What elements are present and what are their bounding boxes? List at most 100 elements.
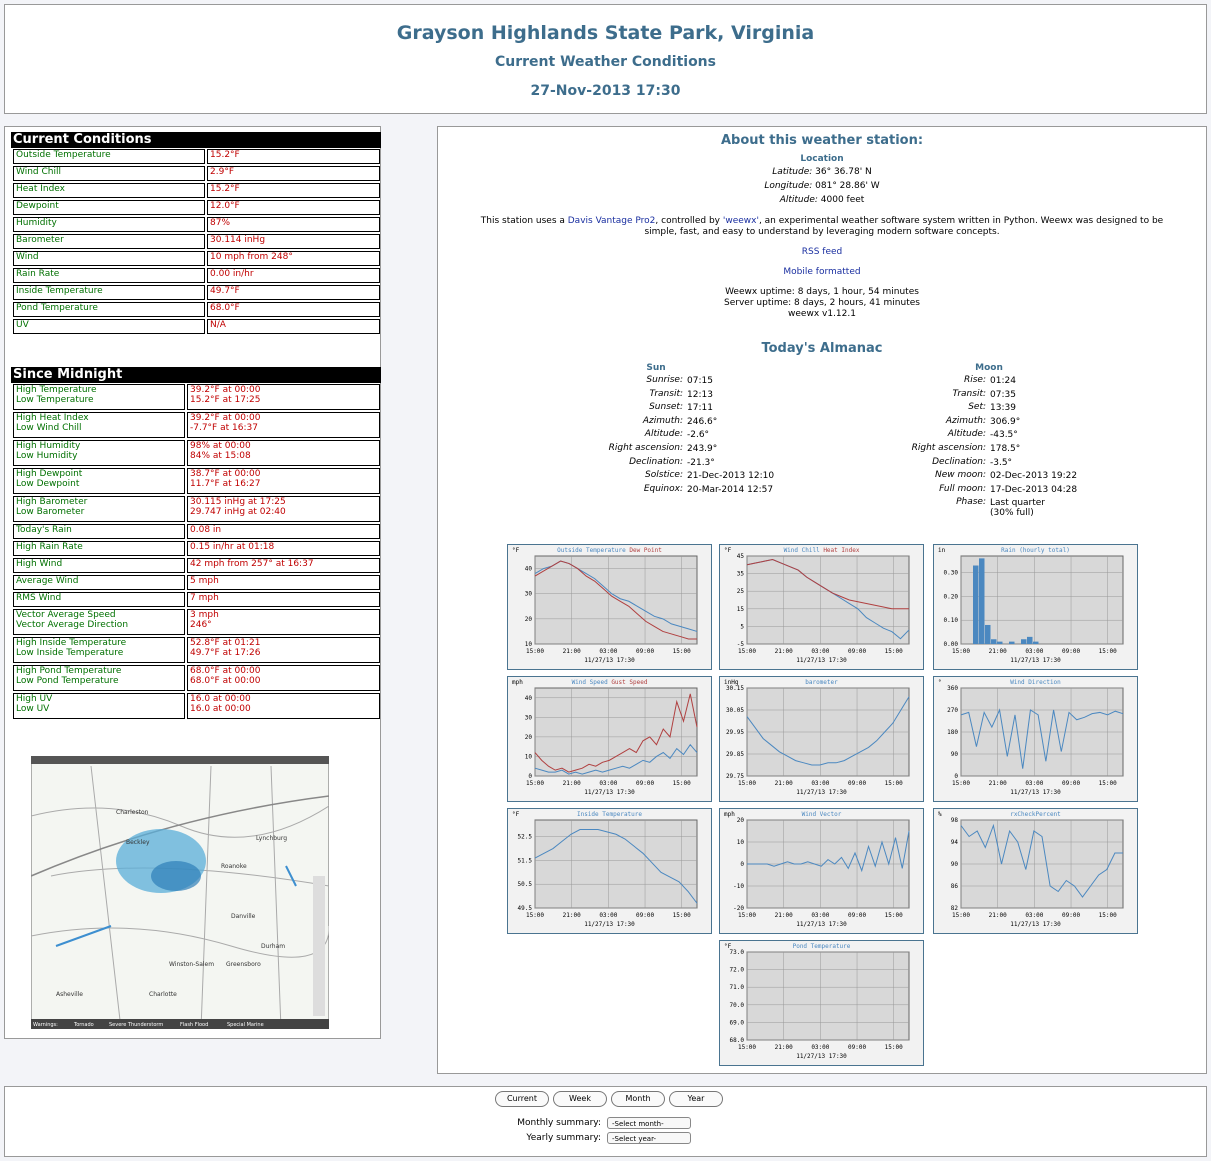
label: Altitude: <box>779 195 818 205</box>
year-select[interactable]: -Select year- <box>607 1132 691 1144</box>
labels: Today's Rain <box>13 524 185 539</box>
value: 0.15 in/hr at 01:18 <box>190 542 275 552</box>
x-tick-label: 03:00 <box>1025 780 1043 787</box>
value: 21-Dec-2013 12:10 <box>687 471 775 482</box>
almanac-label: Full moon: <box>939 483 986 494</box>
y-tick-label: 50.5 <box>518 881 533 888</box>
value: -43.5° <box>990 430 1018 441</box>
value: 98% at 00:00 <box>190 441 251 451</box>
x-tick-label: 09:00 <box>636 648 654 655</box>
label: Low Wind Chill <box>16 423 82 433</box>
values: 98% at 00:00 84% at 15:08 <box>187 440 380 466</box>
x-tick-label: 03:00 <box>599 912 617 919</box>
y-tick-label: 0 <box>528 773 532 780</box>
row: UV N/A <box>13 319 380 334</box>
label: High Humidity <box>16 441 81 451</box>
value: 39.2°F at 00:00 <box>190 413 261 423</box>
value: 0.08 in <box>190 525 222 535</box>
x-tick-label: 21:00 <box>775 912 793 919</box>
label: Heat Index <box>13 183 205 198</box>
radar-map: Beckley Charleston Roanoke Lynchburg Winston… <box>31 756 329 1029</box>
text: , an experimental weather software syste… <box>644 216 1164 237</box>
values: 16.0 at 00:00 16.0 at 00:00 <box>187 693 380 719</box>
values: 52.8°F at 01:21 49.7°F at 17:26 <box>187 637 380 663</box>
nav-button[interactable]: Current <box>495 1091 549 1107</box>
almanac-label: Right ascension: <box>911 443 986 453</box>
label: Low Barometer <box>16 507 85 517</box>
row: High Dewpoint Low Dewpoint 38.7°F at 00:00… <box>13 468 380 494</box>
value: 0.00 in/hr <box>207 268 380 283</box>
y-tick-label: 30 <box>525 714 533 721</box>
label: Monthly summary: <box>517 1118 601 1128</box>
row: Vector Average Speed Vector Average Direc… <box>13 609 380 635</box>
y-tick-label: 15 <box>737 606 745 613</box>
x-tick-label: 09:00 <box>848 912 866 919</box>
plot-title: Inside Temperature <box>577 811 642 818</box>
link[interactable]: Davis Vantage Pro2 <box>567 216 656 226</box>
link[interactable]: 'weewx' <box>722 216 759 226</box>
nav-button[interactable]: Month <box>611 1091 665 1107</box>
value: 02-Dec-2013 19:22 <box>990 471 1078 482</box>
x-tick-label: 21:00 <box>989 780 1007 787</box>
label: RMS Wind <box>16 593 62 603</box>
y-tick-label: 68.0 <box>730 1037 745 1044</box>
x-label: 11/27/13 17:30 <box>1010 789 1061 796</box>
x-tick-label: 03:00 <box>811 780 829 787</box>
value: 07:35 <box>990 389 1016 400</box>
y-tick-label: 270 <box>947 707 958 714</box>
y-tick-label: 29.75 <box>726 773 744 780</box>
legend-item: Special Marine <box>227 1022 264 1028</box>
y-tick-label: 0 <box>954 773 958 780</box>
labels: High Dewpoint Low Dewpoint <box>13 468 185 494</box>
label: Dewpoint <box>13 200 205 215</box>
plot-title: Rain (hourly total) <box>1001 547 1070 554</box>
values: 3 mph 246° <box>187 609 380 635</box>
label: High Temperature <box>16 385 97 395</box>
series-line <box>960 708 1124 769</box>
bar <box>1021 639 1027 644</box>
nav-button[interactable]: Week <box>553 1091 607 1107</box>
label: Latitude: <box>772 167 813 177</box>
series-line <box>534 829 698 904</box>
label: High Heat Index <box>16 413 89 423</box>
row: Heat Index 15.2°F <box>13 183 380 198</box>
x-tick-label: 03:00 <box>599 780 617 787</box>
values: 0.15 in/hr at 01:18 <box>187 541 380 556</box>
x-tick-label: 15:00 <box>1099 780 1117 787</box>
label: Low UV <box>16 704 50 714</box>
label: Rain Rate <box>13 268 205 283</box>
x-tick-label: 15:00 <box>738 912 756 919</box>
value: 30.114 inHg <box>207 234 380 249</box>
row: Pond Temperature 68.0°F <box>13 302 380 317</box>
plot: °F Inside Temperature 49.5 50.5 51.5 52.5 15:0… <box>507 808 712 934</box>
plot: °F Wind Chill Heat Index -5 5 15 25 35 45 15:00 2… <box>719 544 924 670</box>
uptime: Weewx uptime: 8 days, 1 hour, 54 minutes… <box>438 287 1206 320</box>
value: 87% <box>207 217 380 232</box>
bar <box>1027 636 1033 644</box>
values: 38.7°F at 00:00 11.7°F at 16:27 <box>187 468 380 494</box>
rss-link[interactable]: RSS feed <box>801 247 843 257</box>
x-label: 11/27/13 17:30 <box>1010 657 1061 664</box>
y-tick-label: 45 <box>737 553 745 560</box>
value: 16.0 at 00:00 <box>190 704 251 714</box>
series-name: Pond Temperature <box>793 943 851 950</box>
plot: mph Wind Speed Gust Speed 0 10 20 30 40 15:00 21… <box>507 676 712 802</box>
x-tick-label: 15:00 <box>952 780 970 787</box>
value: 15.2°F at 17:25 <box>190 395 261 405</box>
moon-title: Moon <box>975 363 1003 373</box>
x-tick-label: 21:00 <box>775 1044 793 1051</box>
row: Dewpoint 12.0°F <box>13 200 380 215</box>
y-tick-label: 49.5 <box>518 905 533 912</box>
y-tick-label: 0.10 <box>944 617 959 624</box>
city-label: Asheville <box>56 991 83 998</box>
x-tick-label: 15:00 <box>885 780 903 787</box>
plot-area <box>534 555 698 645</box>
nav-button[interactable]: Year <box>669 1091 723 1107</box>
labels: High Wind <box>13 558 185 573</box>
units: °F <box>512 547 520 554</box>
radar-echo <box>151 861 201 891</box>
label: High Wind <box>16 559 63 569</box>
mobile-link[interactable]: Mobile formatted <box>783 267 861 277</box>
month-select[interactable]: -Select month- <box>607 1117 691 1129</box>
y-tick-label: 71.0 <box>730 984 745 991</box>
